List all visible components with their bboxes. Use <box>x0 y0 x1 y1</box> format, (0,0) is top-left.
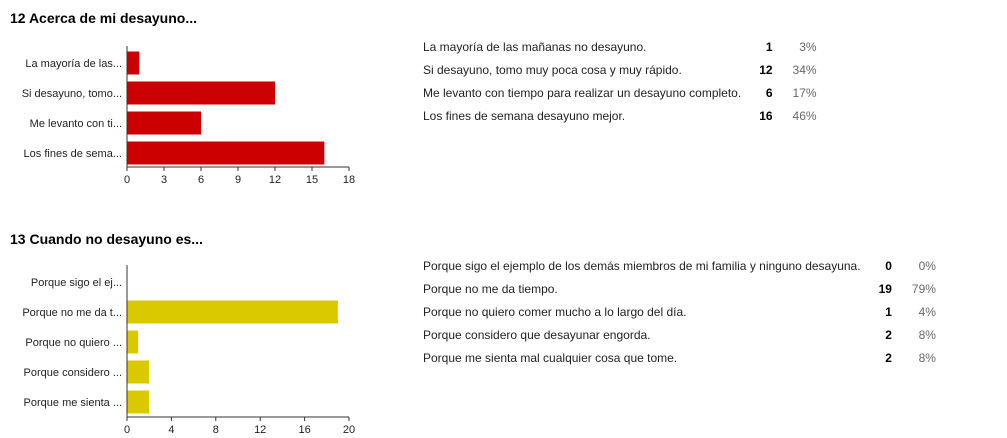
response-percent: 0% <box>918 258 936 273</box>
category-label: Porque considero ... <box>24 367 122 379</box>
bar <box>127 360 150 384</box>
x-tick-label: 18 <box>343 174 355 186</box>
table-row: Porque me sienta mal cualquier cosa que … <box>418 346 936 369</box>
response-option: Porque sigo el ejemplo de los demás miem… <box>423 258 861 273</box>
x-tick-label: 8 <box>213 424 219 436</box>
x-tick-label: 16 <box>298 424 310 436</box>
response-count: 1 <box>765 39 773 54</box>
x-tick-label: 20 <box>343 424 355 436</box>
category-label: Me levanto con ti... <box>30 118 122 130</box>
response-option: Si desayuno, tomo muy poca cosa y muy rá… <box>423 62 682 77</box>
category-label: Los fines de sema... <box>24 148 122 160</box>
bar <box>127 390 150 414</box>
bar <box>127 141 325 165</box>
response-percent: 46% <box>792 108 817 123</box>
response-count: 6 <box>765 85 773 100</box>
x-tick-label: 0 <box>124 174 130 186</box>
question-13-section: 13 Cuando no desayuno es... Porque sigo … <box>0 222 1007 438</box>
table-row: Porque no me da tiempo. 19 79% <box>418 277 936 300</box>
x-tick-label: 0 <box>124 424 130 436</box>
table-row: Me levanto con tiempo para realizar un d… <box>418 81 817 104</box>
table-row: Porque considero que desayunar engorda. … <box>418 323 936 346</box>
bar <box>127 330 139 354</box>
bar <box>127 51 140 75</box>
response-percent: 8% <box>918 350 936 365</box>
response-percent: 79% <box>911 281 936 296</box>
table-row: Si desayuno, tomo muy poca cosa y muy rá… <box>418 58 817 81</box>
response-count: 0 <box>885 258 892 273</box>
table-row: Porque no quiero comer mucho a lo largo … <box>418 300 936 323</box>
response-option: Me levanto con tiempo para realizar un d… <box>423 85 742 100</box>
category-label: Porque no me da t... <box>22 307 122 319</box>
response-percent: 4% <box>918 304 936 319</box>
question-title: 12 Acerca de mi desayuno... <box>10 10 198 26</box>
category-label: Si desayuno, tomo... <box>22 88 122 100</box>
response-count: 12 <box>759 62 773 77</box>
x-tick-label: 4 <box>168 424 174 436</box>
responses-table-q12: La mayoría de las mañanas no desayuno. 1… <box>418 35 817 127</box>
response-count: 19 <box>878 281 892 296</box>
category-label: Porque sigo el ej... <box>31 277 122 289</box>
x-tick-label: 15 <box>306 174 318 186</box>
table-row: Los fines de semana desayuno mejor. 16 4… <box>418 104 817 127</box>
x-tick-label: 6 <box>198 174 204 186</box>
response-percent: 3% <box>799 39 817 54</box>
category-label: La mayoría de las... <box>25 58 122 70</box>
category-label: Porque no quiero ... <box>25 337 122 349</box>
bar <box>127 111 201 135</box>
response-percent: 34% <box>792 62 817 77</box>
bar <box>127 81 275 105</box>
bar-chart-q12: La mayoría de las... Si desayuno, tomo...… <box>22 46 355 186</box>
table-row: Porque sigo el ejemplo de los demás miem… <box>418 254 936 277</box>
question-title: 13 Cuando no desayuno es... <box>10 231 203 247</box>
x-tick-label: 9 <box>235 174 241 186</box>
responses-table-q13: Porque sigo el ejemplo de los demás miem… <box>418 254 936 369</box>
response-percent: 17% <box>792 85 817 100</box>
response-option: Porque no quiero comer mucho a lo largo … <box>423 304 687 319</box>
question-12-section: 12 Acerca de mi desayuno... La mayoría d… <box>10 10 817 186</box>
bar-chart-q13: Porque sigo el ej... Porque no me da t...… <box>22 265 355 436</box>
response-option: Porque me sienta mal cualquier cosa que … <box>423 350 678 365</box>
response-option: Porque considero que desayunar engorda. <box>423 327 651 342</box>
response-count: 2 <box>885 350 892 365</box>
response-option: Porque no me da tiempo. <box>423 281 558 296</box>
x-tick-label: 3 <box>161 174 167 186</box>
table-row: La mayoría de las mañanas no desayuno. 1… <box>418 35 817 58</box>
response-count: 1 <box>885 304 892 319</box>
category-label: Porque me sienta ... <box>24 397 122 409</box>
response-percent: 8% <box>918 327 936 342</box>
x-tick-label: 12 <box>254 424 266 436</box>
x-tick-label: 12 <box>269 174 281 186</box>
response-count: 2 <box>885 327 892 342</box>
response-option: Los fines de semana desayuno mejor. <box>423 108 626 123</box>
bar <box>127 300 338 324</box>
response-option: La mayoría de las mañanas no desayuno. <box>423 39 647 54</box>
response-count: 16 <box>759 108 773 123</box>
